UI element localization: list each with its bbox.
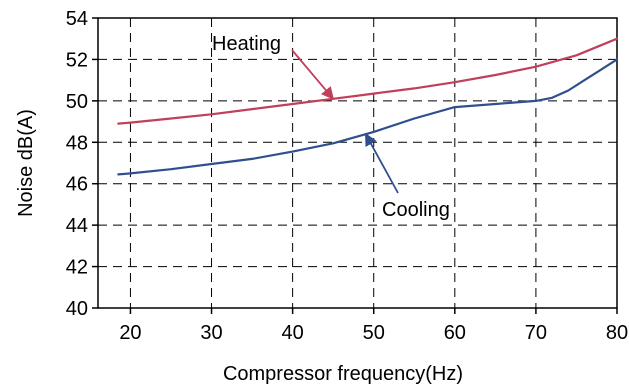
x-tick-label: 60 (444, 322, 466, 344)
x-tick-label: 20 (119, 322, 141, 344)
y-tick-label: 50 (66, 91, 88, 113)
y-tick-label: 44 (66, 215, 88, 237)
axis-ticks: 40 42 44 46 48 50 52 54 20 30 40 50 60 70 80 (66, 8, 628, 344)
x-axis-title: Compressor frequency(Hz) (223, 363, 463, 385)
series-lines (117, 37, 619, 176)
annotation-arrow-heating (291, 49, 334, 100)
plot-area-frame (97, 17, 618, 309)
y-tick-label: 42 (66, 257, 88, 279)
series-line-heating (117, 37, 619, 125)
x-tick-label: 40 (282, 322, 304, 344)
y-tick-label: 40 (66, 298, 88, 320)
grid-lines (98, 18, 617, 308)
x-tick-label: 70 (525, 322, 547, 344)
annotation-label-cooling: Cooling (382, 199, 450, 221)
x-tick-label: 30 (200, 322, 222, 344)
x-tick-label: 50 (363, 322, 385, 344)
annotations: Heating Cooling (212, 33, 450, 221)
y-tick-label: 52 (66, 49, 88, 71)
annotation-arrow-cooling (364, 132, 399, 194)
y-tick-label: 46 (66, 174, 88, 196)
annotation-label-heating: Heating (212, 33, 281, 55)
x-tick-label: 80 (606, 322, 628, 344)
y-tick-label: 48 (66, 132, 88, 154)
y-tick-label: 54 (66, 8, 88, 30)
y-axis-title: Noise dB(A) (15, 109, 37, 217)
series-line-cooling (117, 58, 619, 176)
